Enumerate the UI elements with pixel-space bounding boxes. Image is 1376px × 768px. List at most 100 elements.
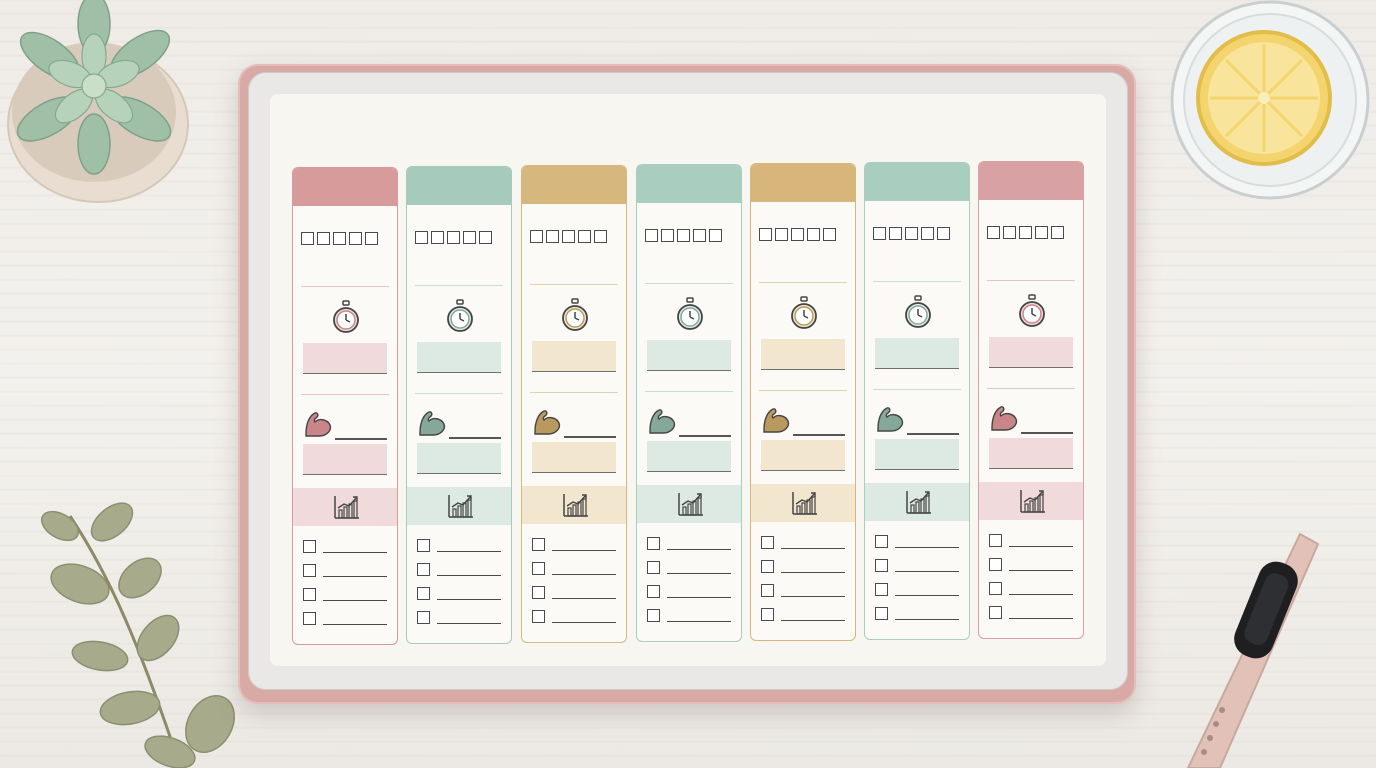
habit-checkbox[interactable] <box>333 232 346 245</box>
habit-checkbox[interactable] <box>987 226 1000 239</box>
habit-checkbox[interactable] <box>873 227 886 240</box>
checklist-checkbox[interactable] <box>647 585 660 598</box>
checklist-entry-line[interactable] <box>1009 546 1073 548</box>
duration-field[interactable] <box>875 338 959 369</box>
checklist-entry-line[interactable] <box>437 551 501 553</box>
habit-checkbox[interactable] <box>562 230 575 243</box>
habit-checkbox[interactable] <box>349 232 362 245</box>
checklist-entry-line[interactable] <box>552 574 616 576</box>
duration-field[interactable] <box>303 343 387 374</box>
checklist-checkbox[interactable] <box>761 536 774 549</box>
checklist-entry-line[interactable] <box>781 548 845 550</box>
habit-checkbox[interactable] <box>1003 226 1016 239</box>
checklist-entry-line[interactable] <box>437 599 501 601</box>
habit-checkbox[interactable] <box>823 228 836 241</box>
checklist-checkbox[interactable] <box>417 587 430 600</box>
habit-checkbox[interactable] <box>317 232 330 245</box>
strength-field[interactable] <box>303 444 387 475</box>
checklist-entry-line[interactable] <box>781 620 845 622</box>
checklist-checkbox[interactable] <box>417 611 430 624</box>
habit-checkbox[interactable] <box>301 232 314 245</box>
habit-checkbox[interactable] <box>447 231 460 244</box>
habit-checkbox[interactable] <box>1051 226 1064 239</box>
checklist-entry-line[interactable] <box>781 596 845 598</box>
habit-checkbox[interactable] <box>594 230 607 243</box>
strength-field[interactable] <box>761 440 845 471</box>
checklist-checkbox[interactable] <box>989 606 1002 619</box>
checklist-checkbox[interactable] <box>532 586 545 599</box>
habit-checkbox[interactable] <box>937 227 950 240</box>
checklist-checkbox[interactable] <box>303 540 316 553</box>
strength-field[interactable] <box>989 438 1073 469</box>
habit-checkbox[interactable] <box>807 228 820 241</box>
checklist-checkbox[interactable] <box>532 610 545 623</box>
checklist-checkbox[interactable] <box>647 609 660 622</box>
habit-checkbox[interactable] <box>365 232 378 245</box>
checklist-entry-line[interactable] <box>323 552 387 554</box>
strength-entry-line[interactable] <box>335 438 387 440</box>
checklist-entry-line[interactable] <box>323 600 387 602</box>
checklist-checkbox[interactable] <box>417 539 430 552</box>
habit-checkbox[interactable] <box>905 227 918 240</box>
habit-checkbox[interactable] <box>677 229 690 242</box>
checklist-checkbox[interactable] <box>647 537 660 550</box>
habit-checkbox[interactable] <box>1035 226 1048 239</box>
checklist-entry-line[interactable] <box>895 619 959 621</box>
strength-field[interactable] <box>875 439 959 470</box>
strength-field[interactable] <box>417 443 501 474</box>
checklist-checkbox[interactable] <box>647 561 660 574</box>
checklist-checkbox[interactable] <box>303 588 316 601</box>
habit-checkbox[interactable] <box>578 230 591 243</box>
checklist-entry-line[interactable] <box>1009 618 1073 620</box>
habit-checkbox[interactable] <box>479 231 492 244</box>
checklist-checkbox[interactable] <box>989 534 1002 547</box>
strength-field[interactable] <box>647 441 731 472</box>
checklist-checkbox[interactable] <box>875 583 888 596</box>
checklist-entry-line[interactable] <box>667 621 731 623</box>
duration-field[interactable] <box>761 339 845 370</box>
habit-checkbox[interactable] <box>530 230 543 243</box>
habit-checkbox[interactable] <box>661 229 674 242</box>
checklist-checkbox[interactable] <box>761 584 774 597</box>
checklist-entry-line[interactable] <box>1009 570 1073 572</box>
strength-entry-line[interactable] <box>679 435 731 437</box>
checklist-entry-line[interactable] <box>781 572 845 574</box>
strength-entry-line[interactable] <box>564 436 616 438</box>
strength-entry-line[interactable] <box>449 437 501 439</box>
checklist-checkbox[interactable] <box>989 582 1002 595</box>
habit-checkbox[interactable] <box>791 228 804 241</box>
checklist-checkbox[interactable] <box>532 538 545 551</box>
duration-field[interactable] <box>647 340 731 371</box>
strength-entry-line[interactable] <box>1021 432 1073 434</box>
checklist-checkbox[interactable] <box>761 608 774 621</box>
habit-checkbox[interactable] <box>546 230 559 243</box>
strength-entry-line[interactable] <box>907 433 959 435</box>
habit-checkbox[interactable] <box>1019 226 1032 239</box>
checklist-checkbox[interactable] <box>303 564 316 577</box>
habit-checkbox[interactable] <box>415 231 428 244</box>
checklist-entry-line[interactable] <box>552 622 616 624</box>
habit-checkbox[interactable] <box>709 229 722 242</box>
habit-checkbox[interactable] <box>775 228 788 241</box>
duration-field[interactable] <box>532 341 616 372</box>
duration-field[interactable] <box>989 337 1073 368</box>
checklist-entry-line[interactable] <box>552 550 616 552</box>
checklist-checkbox[interactable] <box>761 560 774 573</box>
strength-field[interactable] <box>532 442 616 473</box>
strength-entry-line[interactable] <box>793 434 845 436</box>
checklist-entry-line[interactable] <box>323 576 387 578</box>
habit-checkbox[interactable] <box>463 231 476 244</box>
habit-checkbox[interactable] <box>759 228 772 241</box>
checklist-entry-line[interactable] <box>895 571 959 573</box>
checklist-entry-line[interactable] <box>552 598 616 600</box>
habit-checkbox[interactable] <box>889 227 902 240</box>
checklist-checkbox[interactable] <box>875 607 888 620</box>
checklist-entry-line[interactable] <box>667 573 731 575</box>
checklist-checkbox[interactable] <box>303 612 316 625</box>
checklist-entry-line[interactable] <box>323 624 387 626</box>
checklist-checkbox[interactable] <box>417 563 430 576</box>
checklist-entry-line[interactable] <box>667 549 731 551</box>
checklist-entry-line[interactable] <box>667 597 731 599</box>
checklist-checkbox[interactable] <box>875 559 888 572</box>
checklist-checkbox[interactable] <box>875 535 888 548</box>
